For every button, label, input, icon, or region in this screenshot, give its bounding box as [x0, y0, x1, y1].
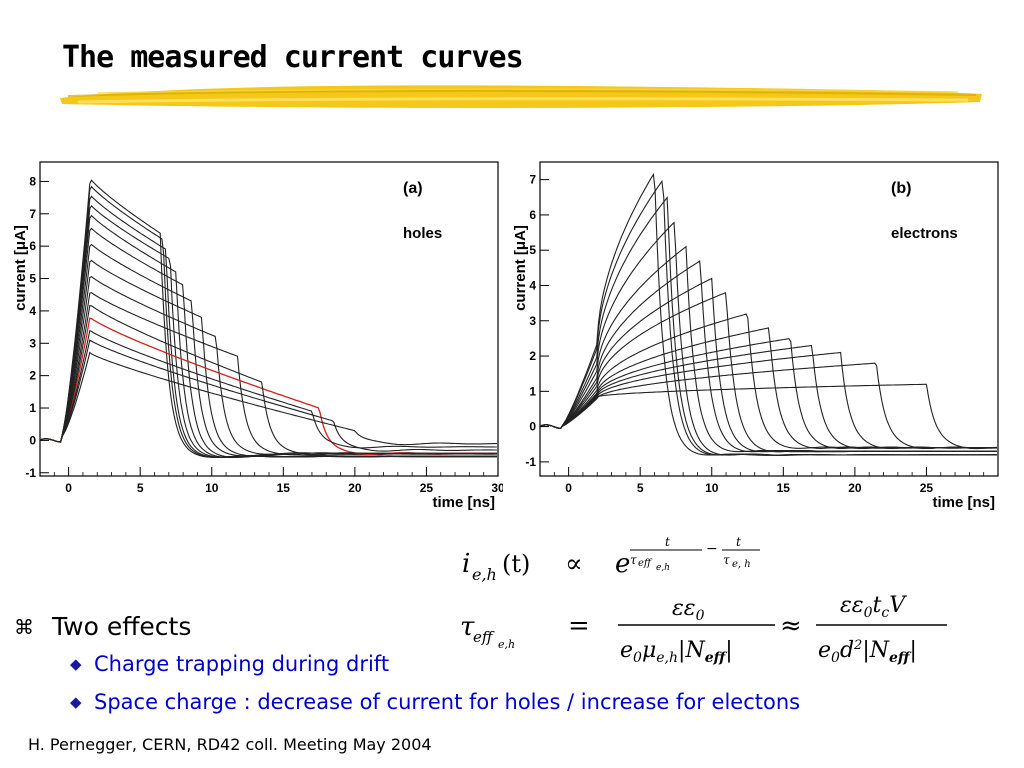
current-curve — [539, 383, 997, 450]
chart-panel-electrons: 0 5 10 15 20 25 -1 0 1 2 3 4 5 6 7 (b) electrons time … — [508, 160, 1003, 524]
current-curve — [539, 362, 997, 450]
bullet-main-text: Two effects — [52, 612, 192, 641]
x-tick-label: 0 — [565, 481, 572, 495]
curve-group — [539, 172, 997, 456]
axis-group: 0 5 10 15 20 25 -1 0 1 2 3 4 5 6 7 — [525, 173, 999, 495]
axis-group: 0 5 10 15 20 25 30 -1 0 1 2 3 4 5 6 7 8 — [25, 174, 505, 495]
x-axis-label: time [ns] — [432, 494, 495, 511]
y-tick-label: 2 — [29, 369, 36, 383]
panel-label: (b) — [891, 180, 911, 197]
current-curve — [39, 259, 497, 457]
bullet-two-effects: ⌘ Two effects — [14, 612, 191, 641]
current-curve — [39, 304, 497, 455]
eq-tau-eff: τ — [460, 612, 475, 642]
eq-proportional-sign: ∝ — [565, 549, 583, 579]
bullet-sub-text: Space charge : decrease of current for h… — [94, 690, 801, 714]
x-tick-label: 15 — [777, 481, 791, 495]
plot-frame — [39, 161, 499, 477]
panel-annotation: holes — [403, 225, 442, 242]
svg-text:e0μe,h|Neff|: e0μe,h|Neff| — [620, 638, 733, 665]
bullet-charge-trapping: ◆ Charge trapping during drift — [70, 652, 389, 676]
eq-tau-eff-subsubscript: e,h — [498, 638, 515, 651]
svg-text:eff: eff — [638, 558, 653, 569]
current-curve — [39, 329, 497, 449]
y-tick-label: 6 — [529, 208, 536, 222]
eq-lhs-i-subscript: e,h — [472, 565, 497, 584]
current-curve — [39, 227, 497, 458]
y-tick-label: 8 — [29, 174, 36, 188]
eq-tau-eff-subscript: eff — [473, 628, 495, 646]
eq-lhs-i-arg: (t) — [502, 550, 530, 578]
current-curve — [39, 339, 497, 452]
svg-text:εε0tcV: εε0tcV — [840, 593, 907, 621]
eq-exponent: t τ eff e,h − t τ e, h — [630, 535, 760, 573]
x-axis-label: time [ns] — [932, 494, 995, 511]
y-tick-label: 2 — [529, 349, 536, 363]
x-tick-label: 10 — [205, 481, 219, 495]
command-key-icon: ⌘ — [14, 614, 34, 639]
y-tick-label: 1 — [29, 401, 36, 415]
plot-frame — [539, 161, 999, 477]
y-tick-label: 0 — [529, 420, 536, 434]
y-tick-label: 5 — [529, 243, 536, 257]
y-axis-label: current [μA] — [12, 225, 29, 311]
eq-approx-sign: ≈ — [780, 611, 802, 641]
footer-credit: H. Pernegger, CERN, RD42 coll. Meeting M… — [28, 735, 432, 754]
svg-text:e0d2|Neff|: e0d2|Neff| — [818, 638, 917, 665]
electrons-chart-svg: 0 5 10 15 20 25 -1 0 1 2 3 4 5 6 7 (b) electrons time … — [512, 161, 999, 511]
current-curve — [39, 351, 497, 446]
x-tick-label: 25 — [920, 481, 934, 495]
eq-lhs-i: i — [462, 549, 470, 579]
svg-text:τ: τ — [630, 553, 637, 567]
current-curve — [539, 351, 997, 450]
x-tick-label: 20 — [348, 481, 362, 495]
svg-text:e, h: e, h — [732, 559, 751, 570]
x-tick-label: 5 — [637, 481, 644, 495]
x-tick-label: 20 — [848, 481, 862, 495]
title-underline-stroke — [60, 85, 982, 108]
svg-text:t: t — [736, 535, 741, 549]
y-tick-label: 7 — [29, 207, 36, 221]
x-tick-label: 30 — [491, 481, 503, 495]
y-tick-label: -1 — [525, 455, 536, 469]
chart-panel-holes: 0 5 10 15 20 25 30 -1 0 1 2 3 4 5 6 7 8 (a) holes time [… — [8, 160, 505, 524]
y-tick-label: 3 — [29, 336, 36, 350]
y-tick-label: 3 — [529, 314, 536, 328]
panel-annotation: electrons — [891, 225, 958, 242]
x-tick-label: 0 — [65, 481, 72, 495]
x-tick-label: 15 — [277, 481, 291, 495]
svg-text:−: − — [706, 541, 718, 557]
diamond-icon: ◆ — [70, 693, 82, 711]
eq-equals-sign: = — [568, 611, 590, 641]
svg-text:τ: τ — [723, 553, 730, 567]
equation-current-shape: i e,h (t) ∝ e t τ eff e,h − t τ e, h — [462, 535, 760, 584]
current-equations: i e,h (t) ∝ e t τ eff e,h − t τ e, h τ e… — [460, 535, 947, 665]
panel-label: (a) — [403, 180, 423, 197]
svg-text:e,h: e,h — [656, 563, 670, 573]
curve-group — [39, 179, 497, 458]
y-tick-label: -1 — [25, 466, 36, 480]
current-curve — [539, 221, 997, 456]
bullet-space-charge: ◆ Space charge : decrease of current for… — [70, 690, 800, 714]
y-tick-label: 1 — [529, 384, 536, 398]
slide-title: The measured current curves — [62, 40, 524, 75]
y-tick-label: 4 — [29, 304, 36, 318]
current-curve — [539, 292, 997, 453]
x-tick-label: 25 — [420, 481, 434, 495]
x-tick-label: 10 — [705, 481, 719, 495]
diamond-icon: ◆ — [70, 655, 82, 673]
y-axis-label: current [μA] — [512, 225, 529, 311]
eq-exponential-base: e — [615, 549, 630, 579]
svg-text:εε0: εε0 — [672, 596, 705, 624]
y-tick-label: 0 — [29, 433, 36, 447]
y-tick-label: 5 — [29, 272, 36, 286]
x-tick-label: 5 — [137, 481, 144, 495]
holes-chart-svg: 0 5 10 15 20 25 30 -1 0 1 2 3 4 5 6 7 8 (a) holes time [… — [12, 161, 505, 511]
y-tick-label: 6 — [29, 239, 36, 253]
y-tick-label: 7 — [529, 173, 536, 187]
equation-effective-lifetime: τ eff e,h = εε0 e0μe,h|Neff| ≈ εε0tcV e0… — [460, 593, 947, 665]
svg-text:t: t — [665, 535, 670, 549]
bullet-sub-text: Charge trapping during drift — [94, 652, 390, 676]
y-tick-label: 4 — [529, 278, 536, 292]
